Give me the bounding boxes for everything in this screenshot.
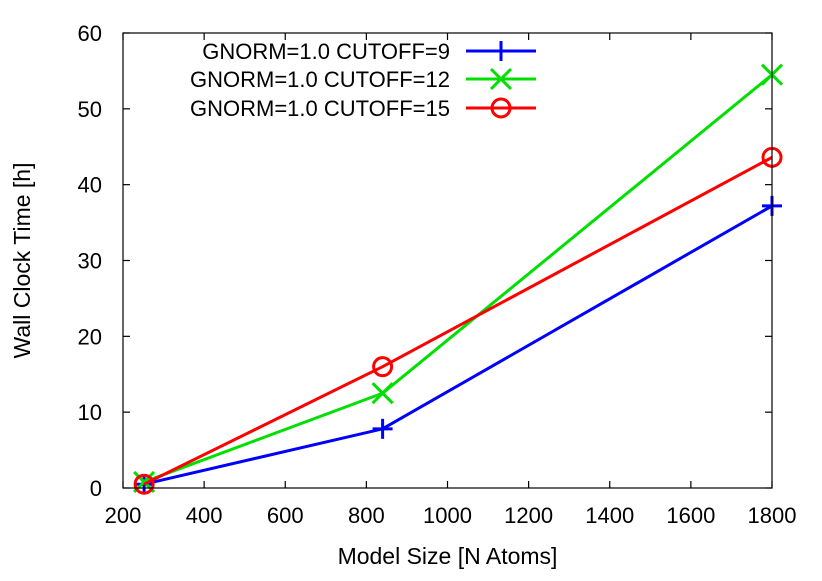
x-tick-label: 800 xyxy=(348,503,385,528)
data-point xyxy=(372,356,394,378)
legend-entry: GNORM=1.0 CUTOFF=9 xyxy=(202,39,536,64)
plot-frame xyxy=(122,32,773,489)
legend-entry: GNORM=1.0 CUTOFF=15 xyxy=(190,96,536,121)
y-tick-label: 50 xyxy=(78,97,102,122)
series-line xyxy=(143,156,773,486)
y-tick-label: 10 xyxy=(78,400,102,425)
series-line xyxy=(143,204,773,486)
x-axis-title: Model Size [N Atoms] xyxy=(338,543,558,569)
x-tick-label: 200 xyxy=(105,503,142,528)
legend-marker xyxy=(491,41,511,61)
legend-marker xyxy=(490,97,512,119)
legend-label: GNORM=1.0 CUTOFF=12 xyxy=(190,67,450,92)
x-tick-label: 1200 xyxy=(504,503,553,528)
x-tick-label: 1000 xyxy=(423,503,472,528)
x-tick-label: 1400 xyxy=(585,503,634,528)
y-axis-title: Wall Clock Time [h] xyxy=(9,163,35,359)
y-tick-label: 20 xyxy=(78,324,102,349)
legend-label: GNORM=1.0 CUTOFF=15 xyxy=(190,96,450,121)
legend-marker xyxy=(489,67,513,91)
x-tick-label: 400 xyxy=(186,503,223,528)
x-tick-label: 1800 xyxy=(748,503,797,528)
legend-label: GNORM=1.0 CUTOFF=9 xyxy=(202,39,450,64)
y-tick-label: 0 xyxy=(90,476,102,501)
y-tick-label: 30 xyxy=(78,249,102,274)
series-layer xyxy=(133,63,784,495)
legend-entry: GNORM=1.0 CUTOFF=12 xyxy=(190,67,536,92)
data-point xyxy=(371,382,394,405)
y-tick-label: 60 xyxy=(78,21,102,46)
ticks-layer: 200 400 600 800 1000 1200 1400 1600 1800 0 10 20 30 4… xyxy=(78,21,797,528)
legend: GNORM=1.0 CUTOFF=9 GNORM=1.0 CUTOFF=12 GNO… xyxy=(190,39,536,121)
data-point xyxy=(133,473,155,495)
data-point xyxy=(372,418,393,439)
series-3 xyxy=(133,146,783,495)
x-tick-label: 1600 xyxy=(666,503,715,528)
series-line xyxy=(143,73,773,484)
y-tick-label: 40 xyxy=(78,173,102,198)
series-2 xyxy=(133,63,784,493)
x-tick-label: 600 xyxy=(267,503,304,528)
